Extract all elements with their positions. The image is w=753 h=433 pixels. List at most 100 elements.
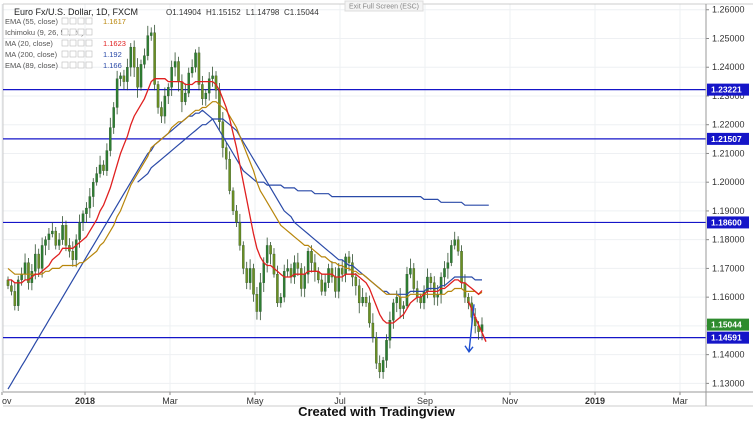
legend-settings-icon[interactable] <box>69 28 77 36</box>
x-tick-label: ov <box>2 396 12 406</box>
legend-eye-icon[interactable] <box>61 28 69 36</box>
candle-body <box>402 305 405 309</box>
candle-body <box>51 230 54 235</box>
legend-item[interactable]: EMA (55, close) 1.1617 <box>5 17 126 26</box>
downtrend-line[interactable] <box>467 301 487 342</box>
candle-body <box>334 276 337 292</box>
candle-body <box>347 256 351 263</box>
legend-value: 1.192 <box>103 50 122 59</box>
forecast-arrow-head <box>464 345 474 353</box>
candle-body <box>245 268 248 283</box>
price-tag: 1.14591 <box>707 331 749 344</box>
candle-body <box>71 251 75 260</box>
candle-body <box>105 150 109 171</box>
candle <box>139 59 143 91</box>
candle <box>115 70 119 115</box>
legend-more-icon[interactable] <box>77 61 85 69</box>
candle-body <box>357 285 361 304</box>
indicator-lines <box>7 78 489 390</box>
candle-body <box>286 268 289 272</box>
candle <box>320 273 323 296</box>
legend-item[interactable]: MA (200, close) 1.192 <box>5 50 122 59</box>
legend-settings-icon[interactable] <box>69 50 77 58</box>
candle <box>231 187 235 215</box>
candle-body <box>282 271 286 298</box>
legend-settings-icon[interactable] <box>69 39 77 47</box>
legend-more-icon[interactable] <box>77 50 85 58</box>
legend-eye-icon[interactable] <box>61 17 69 25</box>
candle-body <box>13 291 17 306</box>
price-tag-label: 1.21507 <box>711 134 742 144</box>
exit-fullscreen-button[interactable] <box>344 0 424 12</box>
y-tick-label: 1.21000 <box>712 148 745 158</box>
x-tick-label: 2019 <box>585 396 605 406</box>
candle <box>37 248 40 278</box>
legend-more-icon[interactable] <box>77 17 85 25</box>
legend-eye-icon[interactable] <box>61 61 69 69</box>
candle-body <box>453 239 456 246</box>
candle <box>16 275 20 311</box>
price-tag-bg <box>707 216 749 229</box>
legend-more-icon[interactable] <box>77 39 85 47</box>
candle-body <box>180 81 184 102</box>
legend-close-icon[interactable] <box>85 39 93 47</box>
candle <box>187 67 190 98</box>
candle-body <box>224 147 228 160</box>
candle-body <box>238 222 242 246</box>
legend-close-icon[interactable] <box>85 28 93 36</box>
time-axis[interactable]: ov 2018 Mar May Jul Sep Nov 2019 Mar <box>1 391 753 406</box>
horizontal-levels <box>3 89 706 339</box>
legend-more-icon[interactable] <box>77 28 85 36</box>
candle <box>364 292 368 307</box>
candle <box>368 295 371 328</box>
indicator-legend: EMA (55, close) 1.1617 Ichimoku (9, 26, 52… <box>5 17 126 70</box>
candle <box>160 101 163 123</box>
price-tag-label: 1.23221 <box>711 85 742 95</box>
candle-body <box>381 360 385 373</box>
legend-eye-icon[interactable] <box>61 39 69 47</box>
ema55-line <box>7 101 483 298</box>
price-axis[interactable]: 1.26000 1.25000 1.24000 1.23000 1.22000 1.210… <box>705 4 745 406</box>
candle-body <box>231 190 235 212</box>
forecast-arrow-shaft[interactable] <box>468 304 475 352</box>
legend-close-icon[interactable] <box>85 17 93 25</box>
legend-settings-icon[interactable] <box>69 17 77 25</box>
candle-body <box>146 35 150 56</box>
legend-item[interactable]: MA (20, close) 1.1623 <box>5 39 126 48</box>
price-tag-label: 1.18600 <box>711 217 742 227</box>
candle-body <box>95 173 98 183</box>
candle <box>136 58 139 98</box>
legend-close-icon[interactable] <box>85 61 93 69</box>
candle <box>98 155 102 178</box>
candle <box>361 288 364 307</box>
candle-body <box>296 262 300 269</box>
price-tag: 1.23221 <box>707 83 749 96</box>
candle-body <box>139 64 143 88</box>
legend-settings-icon[interactable] <box>69 61 77 69</box>
candle <box>126 58 129 91</box>
candle-body <box>187 72 190 94</box>
candle-body <box>300 268 303 289</box>
candle-body <box>293 262 296 278</box>
candle-body <box>419 297 422 304</box>
candle <box>92 178 95 207</box>
candle-body <box>340 268 344 275</box>
candle <box>224 142 228 170</box>
candle <box>112 102 115 134</box>
candle-body <box>242 245 245 269</box>
grid-lines <box>1 3 753 407</box>
legend-eye-icon[interactable] <box>61 50 69 58</box>
candle-body <box>255 294 259 312</box>
exit-fullscreen-label: Exit Full Screen (ESC) <box>349 4 419 11</box>
legend-label: MA (200, close) <box>5 50 58 59</box>
candle-body <box>405 274 409 306</box>
candle <box>453 231 456 250</box>
candle-body <box>351 262 354 278</box>
candle-body <box>81 213 85 223</box>
legend-item[interactable]: EMA (89, close) 1.166 <box>5 61 122 70</box>
legend-close-icon[interactable] <box>85 50 93 58</box>
legend-item[interactable]: Ichimoku (9, 26, 52, 26) <box>5 28 93 37</box>
candle-body <box>259 282 262 312</box>
